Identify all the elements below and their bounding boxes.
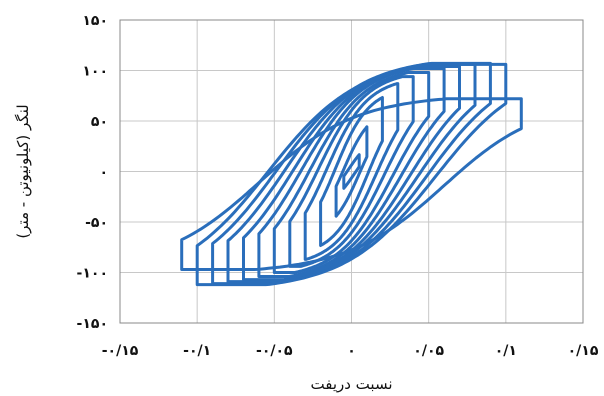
hysteresis-loop bbox=[257, 67, 446, 278]
y-axis-title: لنگر (کیلونیوتن - متر) bbox=[14, 104, 32, 238]
x-axis-title: نسبت دریفت bbox=[311, 375, 393, 393]
x-tick-label: -۰/۱ bbox=[183, 343, 211, 359]
x-tick-label: ۰ bbox=[347, 343, 356, 359]
hysteresis-loop bbox=[272, 71, 431, 274]
hysteresis-loop bbox=[195, 62, 508, 287]
x-tick-label: ۰/۱ bbox=[495, 343, 517, 359]
hysteresis-loop bbox=[180, 97, 523, 271]
plot-frame bbox=[119, 19, 584, 324]
hysteresis-loop bbox=[342, 153, 361, 190]
y-tick-label: -۱۵۰ bbox=[77, 316, 108, 332]
hysteresis-loop bbox=[334, 125, 369, 218]
x-tick-label: ۰/۱۵ bbox=[568, 343, 599, 359]
x-tick-label: -۰/۰۵ bbox=[256, 343, 293, 359]
hysteresis-loop bbox=[303, 82, 400, 261]
x-tick-label: -۰/۱۵ bbox=[102, 343, 139, 359]
y-tick-label: -۵۰ bbox=[85, 215, 108, 231]
hysteresis-curves bbox=[180, 61, 523, 287]
y-tick-label: ۰ bbox=[99, 165, 108, 181]
y-tick-labels: ۱۵۰ ۱۰۰ ۵۰ ۰ -۵۰ -۱۰۰ -۱۵۰ bbox=[77, 13, 108, 332]
y-tick-label: ۱۰۰ bbox=[82, 64, 108, 80]
x-tick-label: ۰/۰۵ bbox=[413, 343, 444, 359]
y-tick-label: ۱۵۰ bbox=[82, 13, 108, 29]
x-tick-labels: -۰/۱۵ -۰/۱ -۰/۰۵ ۰ ۰/۰۵ ۰/۱ ۰/۱۵ bbox=[102, 343, 599, 359]
y-tick-label: -۱۰۰ bbox=[77, 266, 108, 282]
grid bbox=[119, 19, 584, 324]
y-tick-label: ۵۰ bbox=[91, 114, 108, 130]
hysteresis-loop bbox=[319, 96, 384, 247]
hysteresis-loop bbox=[288, 75, 415, 268]
